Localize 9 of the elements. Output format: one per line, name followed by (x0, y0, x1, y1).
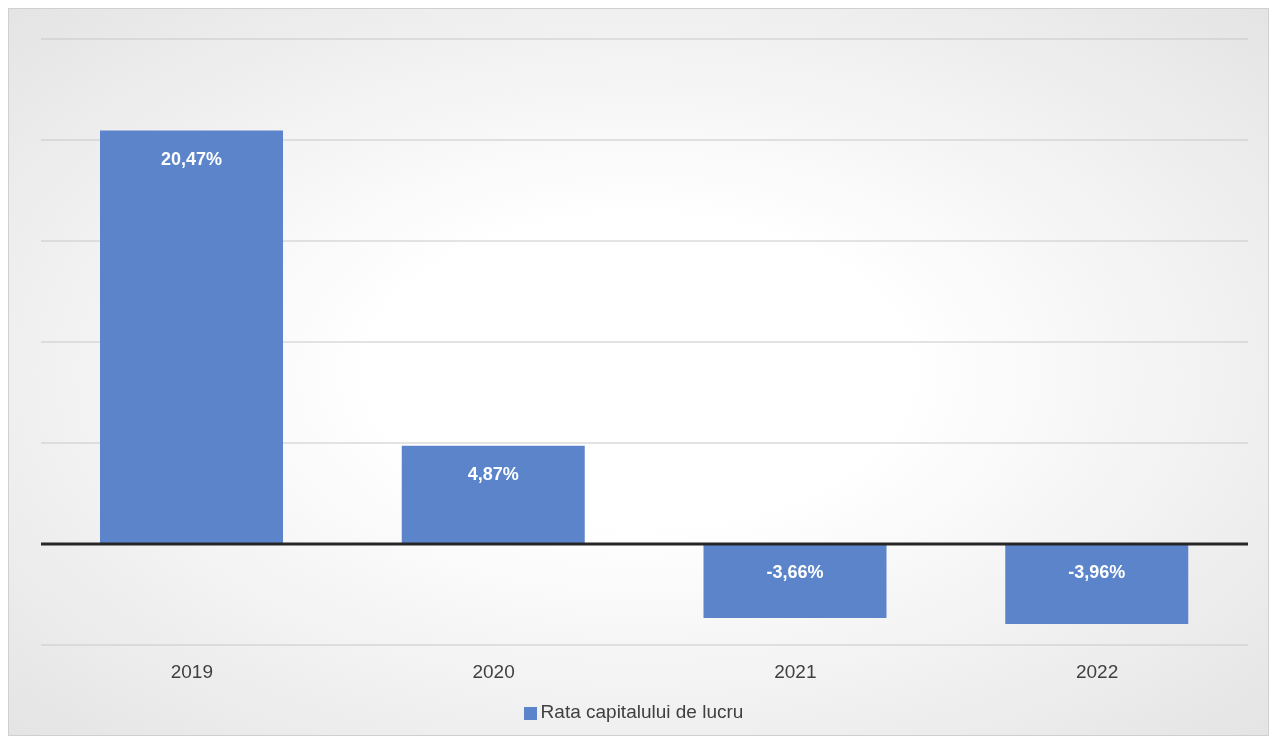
data-label: -3,96% (1068, 562, 1126, 582)
legend-label: Rata capitalului de lucru (540, 701, 744, 722)
x-tick-label: 2021 (774, 661, 817, 683)
x-tick-label: 2019 (170, 661, 214, 683)
data-label: 20,47% (160, 148, 223, 169)
data-label: 4,87% (467, 463, 519, 484)
data-label: -3,66% (766, 562, 824, 582)
x-tick-label: 2020 (472, 661, 515, 683)
x-tick-label: 2022 (1075, 661, 1119, 683)
